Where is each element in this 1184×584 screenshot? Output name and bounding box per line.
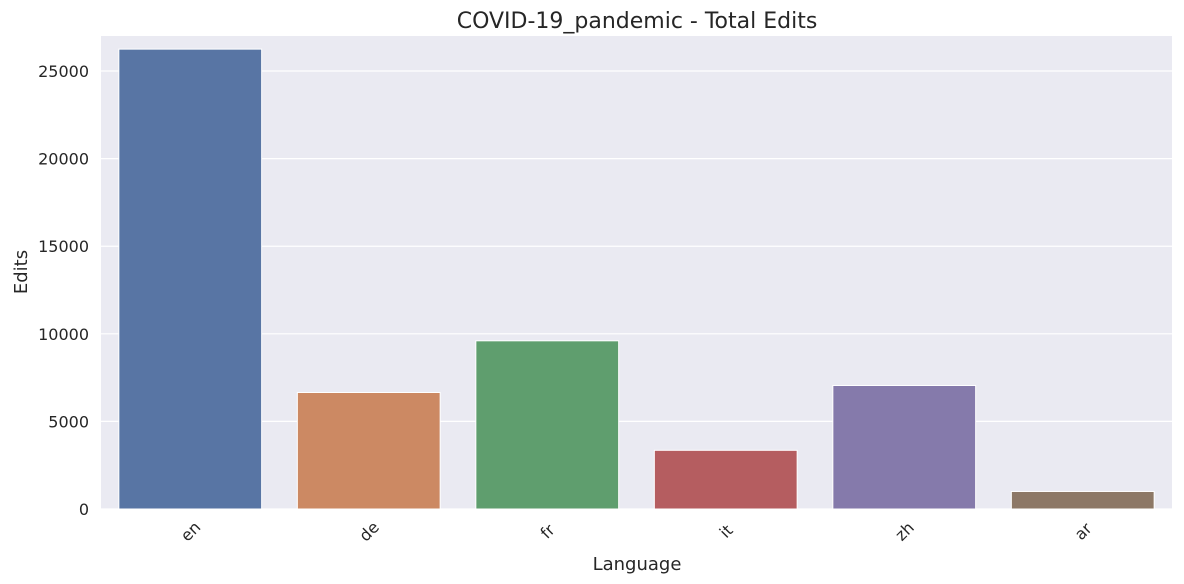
chart-title: COVID-19_pandemic - Total Edits — [457, 9, 818, 34]
bar-fr — [475, 340, 620, 510]
x-tick-label-zh: zh — [891, 518, 918, 545]
bars — [118, 48, 1155, 510]
y-tick-label: 5000 — [48, 412, 89, 431]
x-tick-label-it: it — [716, 521, 737, 542]
y-tick-label: 0 — [79, 500, 89, 519]
bar-en — [118, 48, 263, 510]
y-axis-label: Edits — [11, 250, 32, 294]
bar-de — [296, 392, 441, 510]
bar-zh — [832, 384, 977, 510]
y-tick-label: 25000 — [38, 62, 89, 81]
x-tick-label-ar: ar — [1071, 519, 1096, 544]
plot-area — [101, 36, 1172, 509]
x-tick-label-en: en — [177, 518, 205, 546]
y-tick-label: 10000 — [38, 325, 89, 344]
x-tick-labels: en de fr it zh ar — [177, 518, 1096, 546]
x-tick-label-de: de — [355, 518, 383, 546]
y-tick-label: 20000 — [38, 150, 89, 169]
x-axis-label: Language — [593, 554, 682, 575]
y-tick-labels: 0 5000 10000 15000 20000 25000 — [38, 62, 89, 519]
y-tick-label: 15000 — [38, 237, 89, 256]
bar-ar — [1010, 490, 1155, 510]
bar-it — [653, 449, 798, 510]
gridlines — [101, 70, 1172, 510]
x-tick-label-fr: fr — [537, 520, 559, 542]
